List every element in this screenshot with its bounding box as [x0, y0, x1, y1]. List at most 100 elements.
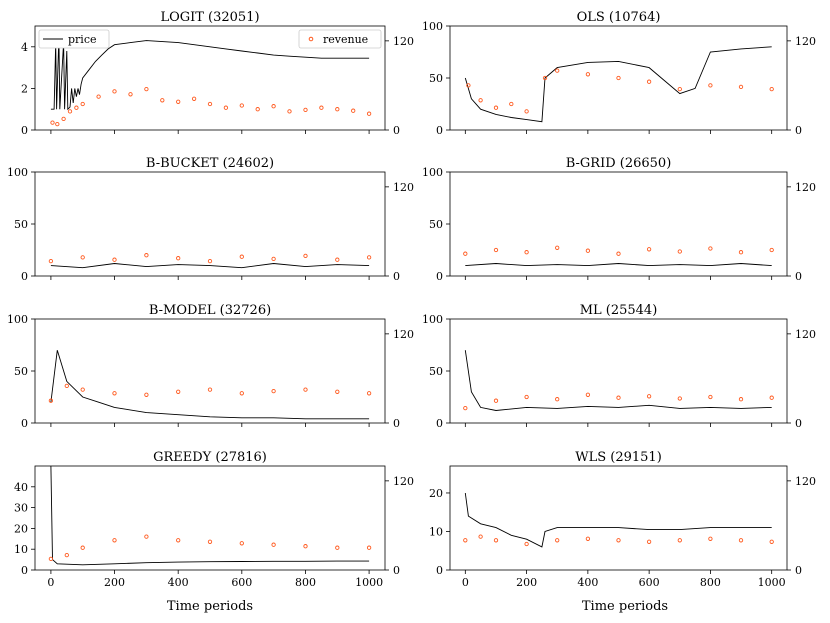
x-tick-label: 800: [700, 576, 721, 589]
revenue-point: [366, 255, 372, 260]
y2-tick-label: 0: [393, 124, 400, 137]
panel-title: B-MODEL (32726): [149, 303, 271, 318]
revenue-point: [271, 542, 276, 547]
revenue-point: [478, 98, 483, 103]
revenue-point: [738, 397, 744, 402]
price-line: [50, 263, 370, 269]
revenue-point: [708, 83, 713, 88]
panel-title: B-GRID (26650): [566, 156, 672, 171]
panel-4: B-GRID (26650) 0 50 100 0 120: [422, 156, 816, 283]
revenue-point: [112, 391, 117, 396]
x-tick-label: 600: [639, 576, 660, 589]
revenue-point: [319, 105, 324, 110]
revenue-point: [303, 253, 308, 259]
revenue-point: [61, 116, 66, 122]
revenue-point: [616, 395, 621, 400]
revenue-point: [191, 96, 197, 101]
y2-tick-label: 120: [795, 475, 816, 488]
y2-tick-label: 120: [795, 181, 816, 194]
revenue-point: [646, 247, 652, 252]
panel-title: OLS (10764): [577, 10, 661, 25]
x-tick-label: 200: [516, 576, 537, 589]
revenue-point: [616, 75, 621, 81]
y-tick-label: 20: [429, 487, 443, 500]
revenue-point: [176, 538, 181, 543]
revenue-point: [176, 389, 181, 394]
revenue-point: [677, 538, 682, 543]
revenue-point: [239, 254, 244, 259]
revenue-point: [239, 541, 244, 546]
y-tick-label: 100: [422, 313, 443, 326]
y2-tick-label: 0: [795, 417, 802, 430]
revenue-point: [271, 388, 276, 394]
y2-tick-label: 0: [795, 270, 802, 283]
revenue-point: [478, 534, 483, 539]
y-tick-label: 0: [436, 124, 443, 137]
revenue-point: [646, 394, 652, 399]
revenue-point: [176, 99, 181, 104]
y-tick-label: 20: [14, 522, 28, 535]
panel-title: B-BUCKET (24602): [146, 156, 274, 171]
revenue-point: [769, 539, 774, 544]
revenue-point: [769, 86, 774, 92]
revenue-point: [677, 249, 682, 254]
y2-tick-label: 120: [393, 35, 414, 48]
revenue-point: [524, 109, 529, 114]
revenue-point: [80, 545, 85, 550]
revenue-point: [585, 536, 591, 541]
plot-frame: [34, 318, 386, 424]
y-tick-label: 50: [429, 365, 443, 378]
y-tick-label: 10: [14, 543, 28, 556]
x-tick-label: 1000: [355, 576, 383, 589]
panel-2: OLS (10764) 0 50 100 0 120: [422, 10, 816, 137]
revenue-point: [64, 552, 69, 558]
revenue-point: [708, 246, 713, 251]
y-tick-label: 0: [436, 270, 443, 283]
panel-title: ML (25544): [580, 303, 658, 318]
revenue-point: [463, 538, 468, 543]
y2-tick-label: 120: [795, 328, 816, 341]
revenue-point: [585, 392, 591, 397]
y2-tick-label: 120: [795, 35, 816, 48]
x-tick-label: 0: [47, 576, 54, 589]
panel-title: WLS (29151): [575, 450, 662, 465]
legend-price: price: [38, 29, 110, 49]
revenue-point: [160, 98, 165, 103]
plot-frame: [34, 465, 386, 571]
revenue-point: [239, 391, 244, 396]
revenue-point: [48, 398, 54, 403]
x-axis-label: Time periods: [582, 599, 668, 614]
revenue-point: [207, 258, 213, 264]
revenue-point: [80, 255, 85, 260]
revenue-point: [303, 387, 308, 392]
revenue-point: [738, 84, 744, 90]
y-tick-label: 50: [14, 218, 28, 231]
y-tick-label: 50: [429, 218, 443, 231]
revenue-point: [207, 539, 213, 544]
panel-title: GREEDY (27816): [153, 450, 267, 465]
y-tick-label: 50: [429, 72, 443, 85]
x-tick-label: 400: [168, 576, 189, 589]
panel-1: LOGIT (32051) 0 2 4 0 120 price revenue: [21, 10, 414, 137]
revenue-point: [646, 79, 652, 84]
revenue-point: [493, 105, 499, 110]
revenue-point: [144, 392, 149, 397]
y-tick-label: 0: [21, 124, 28, 137]
revenue-point: [524, 394, 529, 400]
y-tick-label: 0: [21, 417, 28, 430]
revenue-point: [677, 396, 682, 401]
revenue-point: [493, 398, 499, 403]
x-tick-label: 1000: [758, 576, 786, 589]
y2-tick-label: 120: [393, 181, 414, 194]
legend-box: [298, 29, 382, 49]
revenue-point: [555, 245, 560, 250]
revenue-point: [366, 545, 372, 550]
revenue-point: [50, 120, 55, 125]
legend-revenue: revenue: [298, 29, 382, 49]
x-tick-label: 200: [104, 576, 125, 589]
y-tick-label: 10: [429, 525, 443, 538]
revenue-point: [738, 250, 744, 255]
x-axis-label: Time periods: [167, 599, 253, 614]
revenue-point: [80, 101, 85, 107]
revenue-point: [677, 86, 682, 92]
